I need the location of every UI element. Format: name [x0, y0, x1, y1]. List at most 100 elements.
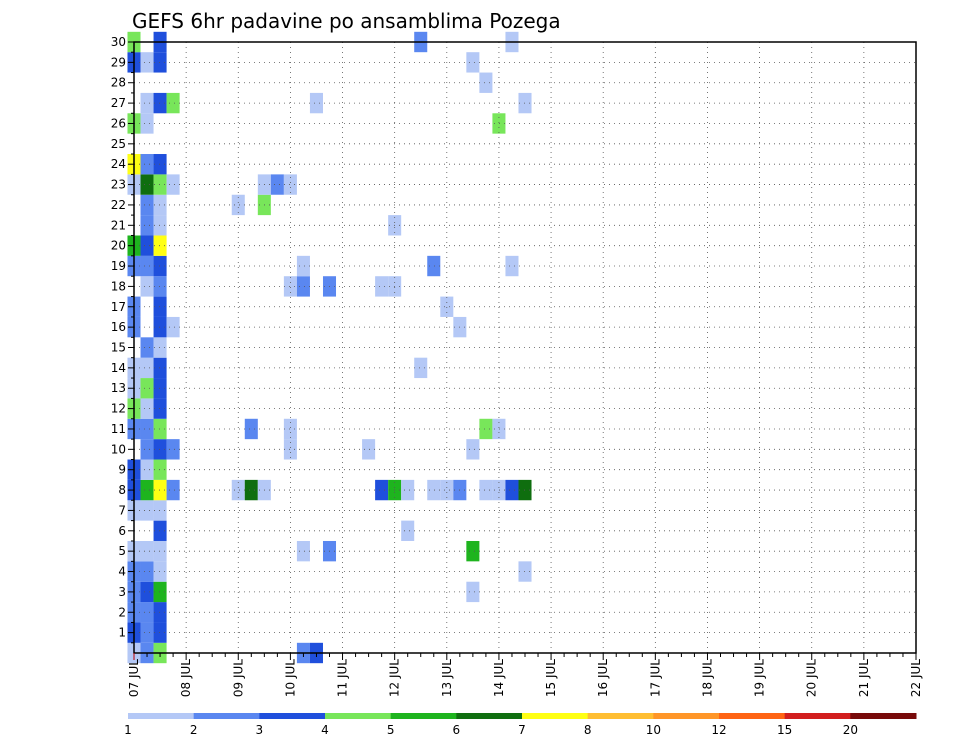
y-tick-label: 28 — [111, 76, 126, 90]
x-tick-label: 09 JUL — [231, 659, 245, 697]
y-tick-label: 30 — [111, 35, 126, 49]
heatmap-cell — [166, 439, 180, 460]
heatmap-cell — [492, 418, 506, 440]
colorbar-label: 12 — [711, 723, 726, 737]
heatmap-cell — [153, 459, 167, 480]
x-tick-label: 08 JUL — [179, 659, 193, 697]
heatmap-cell — [140, 174, 154, 195]
heatmap-cell — [140, 418, 154, 440]
colorbar-swatch — [587, 713, 654, 719]
heatmap-cell — [309, 92, 323, 114]
x-tick-label: 17 JUL — [648, 659, 662, 697]
heatmap-cell — [166, 92, 180, 114]
heatmap-cell — [153, 602, 167, 623]
heatmap-cell — [140, 154, 154, 175]
colorbar-label: 2 — [190, 723, 198, 737]
heatmap-cell — [466, 439, 480, 460]
x-tick-label: 19 JUL — [753, 659, 767, 697]
heatmap-cell — [231, 194, 245, 216]
x-tick-label: 16 JUL — [596, 659, 610, 697]
y-tick-label: 21 — [111, 218, 126, 232]
heatmap-cell — [153, 174, 167, 195]
heatmap-cell — [231, 479, 245, 501]
heatmap-cell — [153, 561, 167, 582]
colorbar-swatch — [193, 713, 260, 719]
heatmap-cell — [505, 255, 519, 277]
heatmap-cell — [140, 255, 154, 277]
colorbar-swatch — [653, 713, 720, 719]
heatmap-cell — [153, 316, 167, 338]
x-tick-label: 10 JUL — [283, 659, 297, 697]
colorbar-swatch — [522, 713, 589, 719]
colorbar-label: 20 — [843, 723, 858, 737]
heatmap-cell — [153, 255, 167, 277]
heatmap-cell — [466, 540, 480, 562]
colorbar-swatch — [390, 713, 457, 719]
heatmap-cell — [283, 276, 297, 297]
heatmap-cell — [140, 52, 154, 73]
y-tick-label: 19 — [111, 259, 126, 273]
colorbar-swatch — [456, 713, 523, 719]
colorbar-label: 8 — [584, 723, 592, 737]
heatmap-cell — [153, 378, 167, 399]
heatmap-cell — [153, 540, 167, 562]
x-tick-label: 07 JUL — [127, 659, 141, 697]
x-tick-label: 14 JUL — [492, 659, 506, 697]
y-tick-label: 11 — [111, 422, 126, 436]
colorbar-label: 4 — [321, 723, 329, 737]
colorbar-swatch — [259, 713, 326, 719]
y-tick-label: 13 — [111, 381, 126, 395]
heatmap-cell — [153, 296, 167, 317]
heatmap-cell — [440, 479, 454, 501]
x-axis: 07 JUL 08 JUL 09 JUL 10 JUL 11 JUL 12 JUL 13 J… — [127, 653, 923, 697]
heatmap-cell — [153, 235, 167, 256]
heatmap-cell — [140, 602, 154, 623]
y-tick-label: 17 — [111, 300, 126, 314]
heatmap-cell — [401, 479, 415, 501]
heatmap-cell — [140, 357, 154, 379]
heatmap-cell — [492, 479, 506, 501]
heatmap-cell — [153, 622, 167, 643]
colorbar: 1 2 3 4 5 6 7 8 10 12 15 20 — [124, 713, 917, 737]
heatmap-cell — [153, 337, 167, 358]
heatmap-cell — [153, 194, 167, 216]
y-tick-label: 7 — [118, 503, 126, 517]
heatmap-cell — [375, 276, 389, 297]
y-tick-label: 1 — [118, 626, 126, 640]
y-axis: 1234567891011121314151617181920212223242… — [111, 35, 134, 644]
x-tick-label: 15 JUL — [544, 659, 558, 697]
grid-lines — [134, 42, 916, 653]
y-tick-label: 20 — [111, 239, 126, 253]
heatmap-cell — [153, 398, 167, 419]
heatmap-cell — [153, 52, 167, 73]
heatmap-cell — [492, 113, 506, 134]
heatmap-cell — [283, 418, 297, 440]
x-tick-label: 12 JUL — [388, 659, 402, 697]
x-tick-label: 18 JUL — [700, 659, 714, 697]
y-tick-label: 24 — [111, 157, 126, 171]
heatmap-cell — [466, 581, 480, 603]
colorbar-label: 7 — [518, 723, 526, 737]
heatmap-cell — [140, 378, 154, 399]
y-tick-label: 16 — [111, 320, 126, 334]
heatmap-cell — [296, 255, 310, 277]
heatmap-cell — [140, 439, 154, 460]
heatmap-cell — [140, 561, 154, 582]
y-tick-label: 18 — [111, 279, 126, 293]
x-tick-label: 21 JUL — [857, 659, 871, 697]
chart-title: GEFS 6hr padavine po ansamblima Pozega — [132, 9, 561, 33]
heatmap-cell — [375, 479, 389, 501]
heatmap-cell — [153, 439, 167, 460]
heatmap-cell — [140, 479, 154, 501]
heatmap-cell — [296, 540, 310, 562]
y-tick-label: 2 — [118, 605, 126, 619]
heatmap-cell — [362, 439, 376, 460]
x-tick-label: 13 JUL — [440, 659, 454, 697]
heatmap-cell — [140, 276, 154, 297]
heatmap-cell — [153, 581, 167, 603]
colorbar-swatch — [719, 713, 786, 719]
heatmap-cell — [153, 520, 167, 541]
heatmap-cell — [166, 174, 180, 195]
heatmap-cell — [140, 215, 154, 236]
